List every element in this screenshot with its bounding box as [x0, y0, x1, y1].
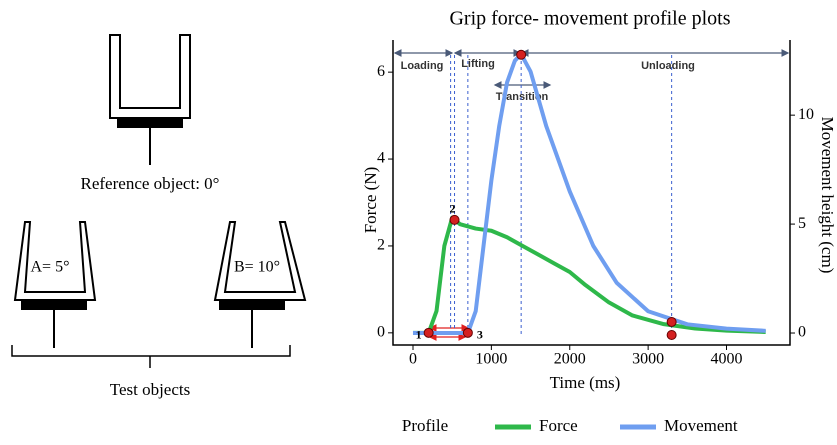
y-tick-label: 4: [377, 150, 385, 167]
y2-tick-label: 5: [798, 215, 806, 232]
phase-label: Loading: [401, 60, 444, 72]
x-tick-label: 3000: [632, 351, 664, 368]
x-tick-label: 2000: [554, 351, 586, 368]
x-axis-label: Time (ms): [550, 373, 621, 392]
y-tick-label: 2: [377, 237, 385, 254]
marker-point: [449, 214, 460, 225]
phase-label: Unloading: [641, 60, 695, 72]
marker-point: [516, 49, 527, 60]
chart-title: Grip force- movement profile plots: [449, 8, 730, 30]
object-a-label: A= 5°: [31, 259, 70, 276]
marker-point: [666, 316, 677, 327]
point-label: 1: [416, 328, 422, 342]
point-label: 2: [450, 202, 456, 216]
y2-tick-label: 10: [798, 106, 814, 123]
series-line: [412, 52, 766, 336]
legend-label: Movement: [664, 416, 738, 435]
point-label: 3: [477, 328, 483, 342]
diagram: [11, 34, 307, 368]
series-line: [412, 215, 766, 335]
y-axis-label: Force (N): [361, 167, 380, 234]
marker-point: [423, 327, 434, 338]
x-tick-label: 4000: [711, 351, 743, 368]
reference-label: Reference object: 0°: [81, 174, 220, 193]
x-tick-label: 0: [409, 351, 417, 368]
object-b-label: B= 10°: [234, 259, 280, 276]
y-tick-label: 6: [377, 63, 385, 80]
legend-label: Force: [539, 416, 578, 435]
y-tick-label: 0: [377, 324, 385, 341]
marker-point: [666, 330, 677, 341]
marker-point: [462, 327, 473, 338]
x-tick-label: 1000: [475, 351, 507, 368]
legend-title: Profile: [402, 416, 448, 435]
axis-frame: [392, 40, 791, 346]
test-label: Test objects: [110, 380, 190, 399]
y2-axis-label: Movement height (cm): [818, 117, 837, 274]
y2-tick-label: 0: [798, 324, 806, 341]
phase-arrows: [393, 49, 790, 341]
phase-label: Lifting: [461, 58, 495, 70]
